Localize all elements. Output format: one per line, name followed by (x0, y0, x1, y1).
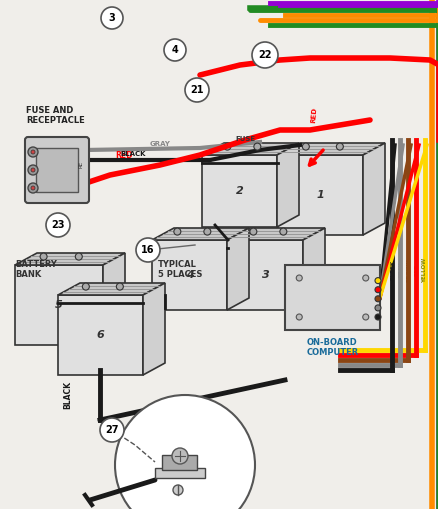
Text: 6: 6 (96, 330, 104, 340)
Circle shape (116, 283, 123, 290)
Circle shape (296, 275, 301, 281)
Circle shape (75, 253, 82, 260)
Circle shape (251, 42, 277, 68)
Circle shape (374, 296, 380, 302)
Text: 4: 4 (185, 270, 193, 280)
Polygon shape (152, 228, 248, 240)
Text: 1: 1 (316, 190, 324, 200)
Circle shape (374, 277, 380, 284)
Circle shape (249, 228, 256, 235)
Circle shape (164, 39, 186, 61)
Text: RED: RED (413, 264, 419, 276)
Circle shape (28, 183, 38, 193)
Circle shape (136, 238, 159, 262)
Polygon shape (15, 265, 103, 345)
Circle shape (31, 150, 35, 154)
FancyBboxPatch shape (36, 148, 78, 192)
Text: 23: 23 (51, 220, 64, 230)
Circle shape (374, 314, 380, 320)
Polygon shape (15, 253, 125, 265)
Circle shape (223, 143, 230, 150)
Polygon shape (227, 240, 302, 310)
Circle shape (100, 418, 124, 442)
Polygon shape (152, 240, 226, 310)
Polygon shape (362, 143, 384, 235)
Circle shape (336, 143, 343, 150)
Polygon shape (58, 283, 165, 295)
Circle shape (203, 228, 210, 235)
Text: 22: 22 (258, 50, 271, 60)
Circle shape (173, 228, 180, 235)
Polygon shape (276, 143, 298, 227)
Circle shape (173, 485, 183, 495)
Circle shape (279, 228, 286, 235)
Text: 2: 2 (235, 186, 243, 196)
Polygon shape (277, 143, 384, 155)
Text: BATTERY
BANK: BATTERY BANK (15, 260, 57, 279)
Circle shape (253, 143, 260, 150)
Text: 16: 16 (141, 245, 155, 255)
Text: TYPICAL
5 PLACES: TYPICAL 5 PLACES (158, 260, 202, 279)
Circle shape (40, 253, 47, 260)
Text: RE: RE (78, 160, 83, 167)
Circle shape (374, 305, 380, 311)
Bar (162, 455, 197, 470)
Text: RED: RED (115, 151, 132, 160)
Circle shape (362, 314, 368, 320)
Text: BLACK: BLACK (120, 151, 145, 157)
Polygon shape (277, 155, 362, 235)
Text: 27: 27 (105, 425, 119, 435)
Circle shape (115, 395, 254, 509)
Circle shape (31, 186, 35, 190)
Text: 4: 4 (171, 45, 178, 55)
Polygon shape (201, 143, 298, 155)
Polygon shape (201, 155, 276, 227)
Text: GRAY: GRAY (150, 141, 170, 147)
Text: RED: RED (309, 107, 317, 123)
Text: BLACK: BLACK (390, 260, 395, 280)
Polygon shape (302, 228, 324, 310)
Text: BROWN: BROWN (406, 258, 410, 282)
Text: YELLOW: YELLOW (421, 258, 427, 282)
Circle shape (28, 165, 38, 175)
Circle shape (101, 7, 123, 29)
Circle shape (82, 283, 89, 290)
Circle shape (46, 213, 70, 237)
Text: ON-BOARD
COMPUTER: ON-BOARD COMPUTER (306, 338, 358, 357)
Text: 3: 3 (261, 270, 269, 280)
Text: FUSE: FUSE (234, 136, 254, 142)
Text: 5: 5 (55, 300, 63, 310)
Text: BLACK: BLACK (63, 381, 72, 409)
Circle shape (362, 275, 368, 281)
Text: 3: 3 (108, 13, 115, 23)
Polygon shape (58, 295, 143, 375)
Text: 21: 21 (190, 85, 203, 95)
FancyBboxPatch shape (25, 137, 89, 203)
Polygon shape (143, 283, 165, 375)
Circle shape (28, 147, 38, 157)
Polygon shape (227, 228, 324, 240)
Text: GRAY: GRAY (398, 262, 403, 278)
Circle shape (374, 287, 380, 293)
Text: FUSE AND
RECEPTACLE: FUSE AND RECEPTACLE (26, 105, 85, 125)
Bar (155, 468, 205, 478)
Circle shape (302, 143, 309, 150)
Circle shape (31, 168, 35, 172)
Circle shape (296, 314, 301, 320)
Polygon shape (103, 253, 125, 345)
Circle shape (184, 78, 208, 102)
Polygon shape (226, 228, 248, 310)
FancyBboxPatch shape (284, 265, 379, 330)
Circle shape (172, 448, 187, 464)
